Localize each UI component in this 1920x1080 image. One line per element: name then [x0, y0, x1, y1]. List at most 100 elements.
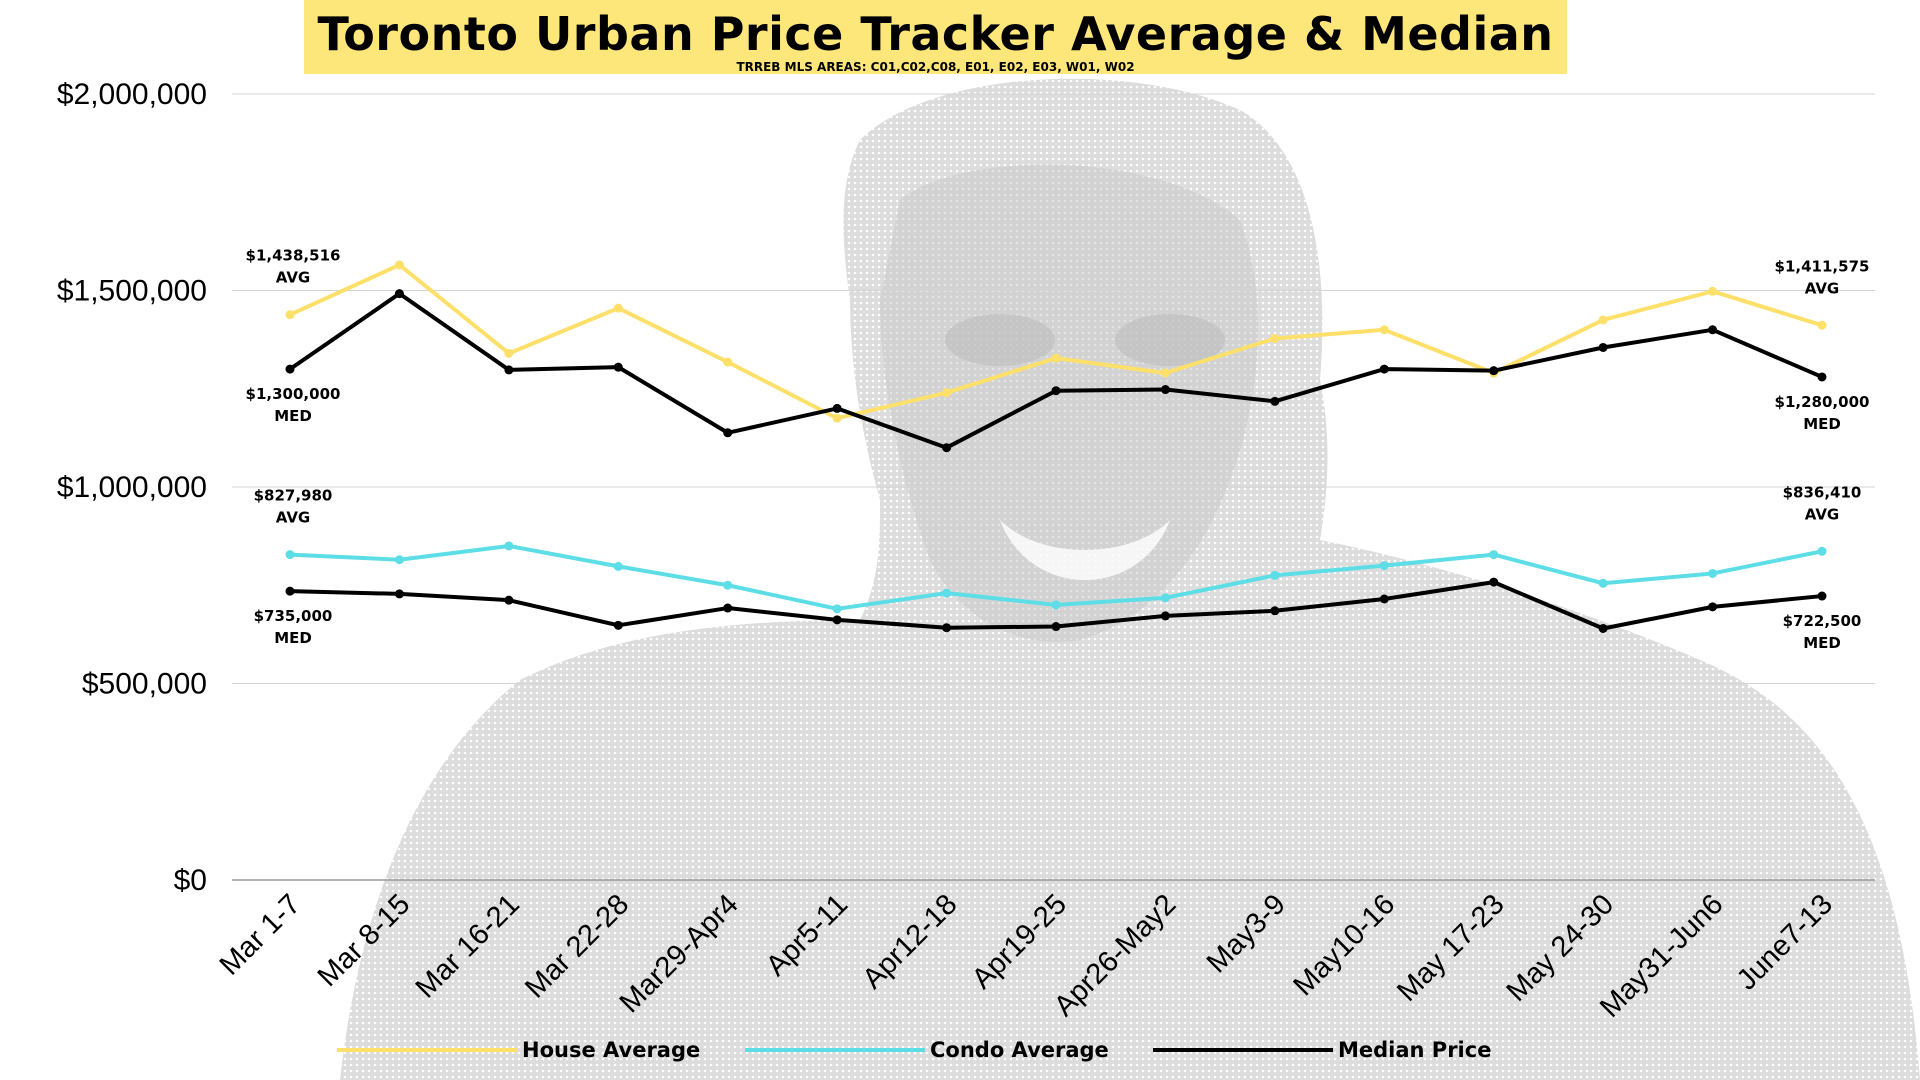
- data-point: [1379, 594, 1389, 604]
- data-label-line: $722,500: [1783, 612, 1862, 630]
- data-point: [1051, 600, 1061, 610]
- data-point: [832, 413, 842, 423]
- x-tick-label: June7-13: [1731, 888, 1839, 996]
- data-point: [832, 403, 842, 413]
- data-label-line: $1,438,516: [246, 247, 341, 265]
- data-point: [394, 555, 404, 565]
- series-lines: [285, 260, 1827, 633]
- x-tick-label: Apr19-25: [966, 888, 1073, 995]
- data-point: [285, 310, 295, 320]
- data-label-line: $836,410: [1783, 483, 1862, 501]
- data-point: [1270, 570, 1280, 580]
- data-label: $827,980 AVG: [254, 487, 333, 527]
- data-point: [1379, 325, 1389, 335]
- data-point: [832, 615, 842, 625]
- y-tick-label: $2,000,000: [57, 78, 207, 111]
- data-point: [832, 604, 842, 614]
- series: [285, 289, 1827, 453]
- data-label-line: $1,280,000: [1775, 393, 1870, 411]
- data-point: [1708, 602, 1718, 612]
- data-point: [1708, 568, 1718, 578]
- data-point: [942, 443, 952, 453]
- data-point: [613, 362, 623, 372]
- x-tick-label: Apr5-11: [760, 888, 854, 982]
- y-axis-ticks: $0 $500,000 $1,000,000 $1,500,000 $2,000,000: [57, 78, 207, 897]
- data-point: [723, 357, 733, 367]
- data-label-line: AVG: [276, 269, 311, 287]
- data-point: [285, 586, 295, 596]
- data-label-line: AVG: [1805, 505, 1840, 523]
- chart-title: Toronto Urban Price Tracker Average & Me…: [317, 7, 1554, 61]
- data-point: [723, 603, 733, 613]
- legend-label: Condo Average: [930, 1038, 1109, 1062]
- x-tick-label: May 24-30: [1501, 888, 1621, 1008]
- data-label: $1,411,575 AVG: [1775, 257, 1870, 297]
- data-label: $1,438,516 AVG: [246, 247, 341, 287]
- x-tick-label: Mar 22-28: [519, 888, 635, 1004]
- data-point: [1160, 593, 1170, 603]
- data-point: [1598, 342, 1608, 352]
- data-label-line: MED: [1803, 634, 1841, 652]
- x-tick-label: May 17-23: [1391, 888, 1511, 1008]
- data-point: [1598, 623, 1608, 633]
- series-line: [289, 543, 1823, 611]
- title-banner: Toronto Urban Price Tracker Average & Me…: [304, 0, 1567, 74]
- data-label: $735,000 MED: [254, 607, 333, 647]
- data-label-line: $1,300,000: [246, 385, 341, 403]
- data-point: [613, 303, 623, 313]
- data-label-line: MED: [1803, 415, 1841, 433]
- data-label-line: AVG: [276, 509, 311, 527]
- data-point: [613, 561, 623, 571]
- data-point: [1160, 385, 1170, 395]
- data-point: [1817, 591, 1827, 601]
- data-point: [942, 588, 952, 598]
- data-point: [1598, 578, 1608, 588]
- y-tick-label: $500,000: [82, 668, 207, 701]
- legend-item: House Average: [337, 1038, 700, 1062]
- data-point: [504, 365, 514, 375]
- data-point: [723, 428, 733, 438]
- data-point: [1051, 353, 1061, 363]
- data-point: [1270, 606, 1280, 616]
- x-tick-label: Apr12-18: [857, 888, 964, 995]
- data-point: [1160, 368, 1170, 378]
- data-point: [394, 289, 404, 299]
- legend-label: Median Price: [1338, 1038, 1491, 1062]
- y-tick-label: $1,500,000: [57, 275, 207, 308]
- data-label: $722,500 MED: [1783, 612, 1862, 652]
- data-label: $836,410 AVG: [1783, 483, 1862, 523]
- data-point: [504, 595, 514, 605]
- series: [285, 260, 1827, 423]
- data-point: [1160, 611, 1170, 621]
- legend-item: Median Price: [1153, 1038, 1491, 1062]
- data-point: [1270, 396, 1280, 406]
- data-point: [1379, 364, 1389, 374]
- data-point: [285, 550, 295, 560]
- y-tick-label: $1,000,000: [57, 471, 207, 504]
- data-point: [394, 589, 404, 599]
- data-point: [1489, 550, 1499, 560]
- data-point: [942, 388, 952, 398]
- x-tick-label: Mar 8-15: [312, 888, 417, 993]
- data-point: [1817, 546, 1827, 556]
- data-point: [504, 541, 514, 551]
- data-label-line: $1,411,575: [1775, 257, 1870, 275]
- data-point: [1817, 320, 1827, 330]
- data-point: [942, 623, 952, 633]
- y-tick-label: $0: [174, 864, 207, 897]
- legend-item: Condo Average: [745, 1038, 1109, 1062]
- data-point: [504, 348, 514, 358]
- data-label-line: AVG: [1805, 279, 1840, 297]
- series-line: [288, 291, 1823, 450]
- data-label-line: MED: [274, 629, 312, 647]
- annotations: $1,438,516 AVG $1,300,000 MED $827,980 AVG $73…: [246, 247, 1870, 652]
- data-point: [613, 620, 623, 630]
- data-point: [1051, 622, 1061, 632]
- data-point: [1051, 386, 1061, 396]
- legend: House Average Condo Average Median Price: [337, 1038, 1491, 1062]
- x-tick-label: Mar 16-21: [410, 888, 526, 1004]
- data-label-line: MED: [274, 407, 312, 425]
